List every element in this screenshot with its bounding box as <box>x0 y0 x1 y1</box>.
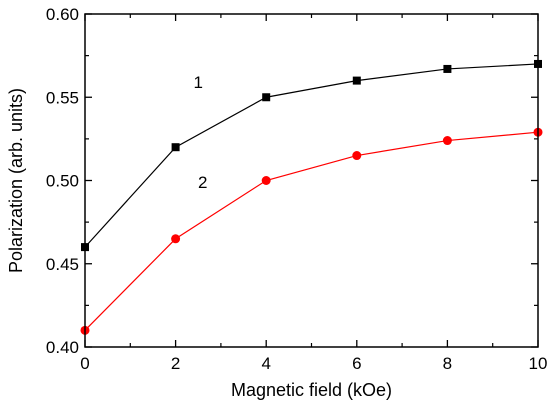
data-point <box>261 176 271 185</box>
y-tick-label: 0.55 <box>46 88 79 107</box>
data-point <box>443 64 452 73</box>
data-point <box>171 234 181 244</box>
series-layer <box>80 59 543 335</box>
data-point <box>352 151 362 161</box>
data-point <box>352 76 361 85</box>
y-tick-label: 0.40 <box>46 338 79 357</box>
series-line <box>84 131 539 331</box>
x-tick-label: 10 <box>529 354 548 373</box>
y-tick-label: 0.60 <box>46 5 79 24</box>
x-tick-label: 0 <box>80 354 89 373</box>
data-point <box>171 143 180 152</box>
series-line <box>84 63 539 248</box>
x-tick-label: 4 <box>261 354 270 373</box>
labels-layer: Magnetic field (kOe) Polarization (arb. … <box>6 5 547 400</box>
x-axis-label: Magnetic field (kOe) <box>231 380 392 400</box>
ticks-layer <box>84 13 539 348</box>
y-tick-label: 0.50 <box>46 172 79 191</box>
annotations-layer: 12 <box>194 73 208 192</box>
plot-frame <box>84 13 539 348</box>
x-tick-label: 2 <box>171 354 180 373</box>
x-tick-label: 6 <box>352 354 361 373</box>
y-tick-label: 0.45 <box>46 255 79 274</box>
series-annotation: 2 <box>198 173 207 192</box>
series-annotation: 1 <box>194 73 203 92</box>
data-point <box>262 93 271 102</box>
series-1 <box>81 59 542 252</box>
data-point <box>442 136 452 146</box>
x-tick-label: 8 <box>443 354 452 373</box>
y-axis-label: Polarization (arb. units) <box>6 88 26 273</box>
series-2 <box>80 127 543 335</box>
